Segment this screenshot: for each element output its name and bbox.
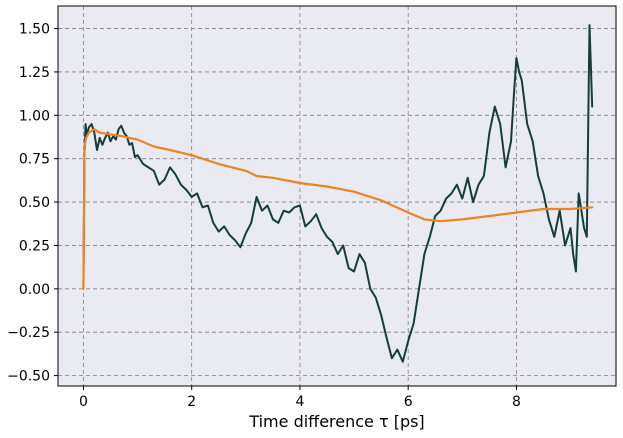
plot-frame: [57, 5, 617, 387]
y-tick-label: 0.50: [19, 195, 50, 211]
x-tick-label: 4: [295, 394, 304, 410]
y-tick-label: 0.25: [19, 238, 50, 254]
x-tick-label: 0: [79, 394, 88, 410]
y-tick-label: 0.75: [19, 152, 50, 168]
x-tick-label: 2: [187, 394, 196, 410]
series-line-1: [82, 24, 594, 363]
series-line-2: [82, 128, 594, 290]
ticks: 0 2 4 6 8 −0.50 −0.25 0.00 0.25 0.50 0.75 1.00 1.25 1…: [7, 22, 521, 410]
x-axis-title: Time difference τ [ps]: [248, 412, 424, 431]
y-tick-label: 1.25: [19, 65, 50, 81]
y-tick-label: 1.50: [19, 22, 50, 38]
y-tick-label: 0.00: [19, 282, 50, 298]
y-tick-label: −0.50: [7, 369, 50, 385]
series-layer: [82, 24, 594, 363]
x-tick-label: 6: [404, 394, 413, 410]
x-tick-label: 8: [512, 394, 521, 410]
y-tick-label: −0.25: [7, 325, 50, 341]
grid-lines: [58, 6, 616, 386]
y-tick-label: 1.00: [19, 108, 50, 124]
plot-background: [58, 6, 616, 386]
